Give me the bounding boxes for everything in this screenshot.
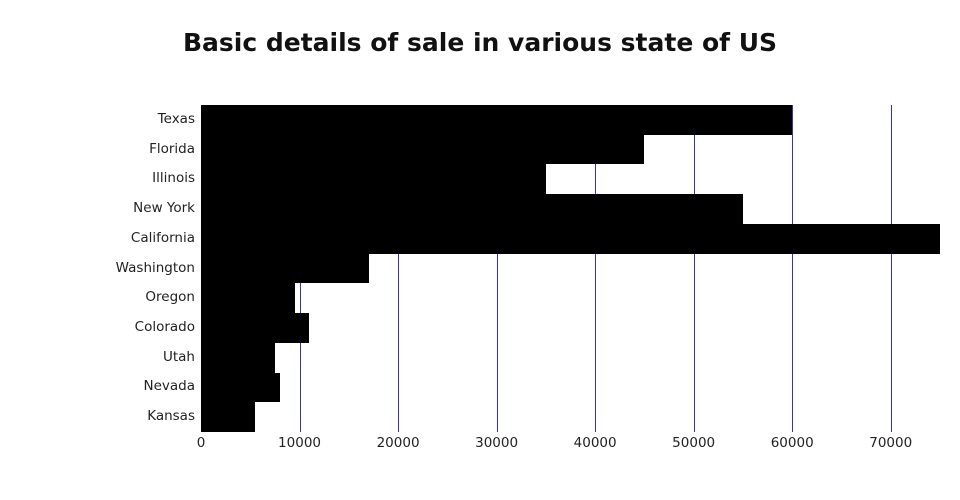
- xtick-50000: 50000: [672, 435, 716, 451]
- ylabel-oregon: Oregon: [145, 289, 195, 305]
- gridline-x-40000: [595, 105, 596, 432]
- bar-washington: [201, 254, 369, 283]
- bar-colorado: [201, 313, 309, 343]
- ylabel-california: California: [130, 230, 195, 246]
- bar-new-york: [201, 194, 743, 224]
- gridline-x-60000: [792, 105, 793, 432]
- plot-area: [201, 105, 940, 432]
- bar-texas: [201, 105, 792, 135]
- ylabel-utah: Utah: [162, 349, 195, 365]
- ylabel-new-york: New York: [133, 200, 195, 216]
- bar-florida: [201, 135, 644, 164]
- bar-oregon: [201, 283, 295, 313]
- xtick-70000: 70000: [869, 435, 913, 451]
- xtick-60000: 60000: [770, 435, 814, 451]
- bar-california: [201, 224, 940, 254]
- y-axis-labels: Texas Florida Illinois New York California Wa…: [0, 105, 195, 432]
- gridline-x-70000: [891, 105, 892, 432]
- ylabel-colorado: Colorado: [134, 319, 195, 335]
- x-axis-tick-labels: 0 10000 20000 30000 40000 50000 60000 70000: [0, 435, 960, 457]
- xtick-40000: 40000: [573, 435, 617, 451]
- bar-nevada: [201, 373, 280, 402]
- bar-utah: [201, 343, 275, 373]
- xtick-0: 0: [196, 435, 206, 451]
- gridline-x-50000: [694, 105, 695, 432]
- chart-title: Basic details of sale in various state o…: [182, 28, 778, 57]
- xtick-20000: 20000: [376, 435, 420, 451]
- gridline-x-20000: [398, 105, 399, 432]
- ylabel-illinois: Illinois: [152, 170, 195, 186]
- bar-kansas: [201, 402, 255, 432]
- ylabel-washington: Washington: [115, 260, 195, 276]
- ylabel-nevada: Nevada: [143, 378, 195, 394]
- gridline-x-30000: [497, 105, 498, 432]
- ylabel-texas: Texas: [157, 111, 195, 127]
- ylabel-florida: Florida: [149, 141, 195, 157]
- bar-illinois: [201, 164, 546, 194]
- ylabel-kansas: Kansas: [147, 408, 195, 424]
- xtick-10000: 10000: [278, 435, 322, 451]
- xtick-30000: 30000: [475, 435, 519, 451]
